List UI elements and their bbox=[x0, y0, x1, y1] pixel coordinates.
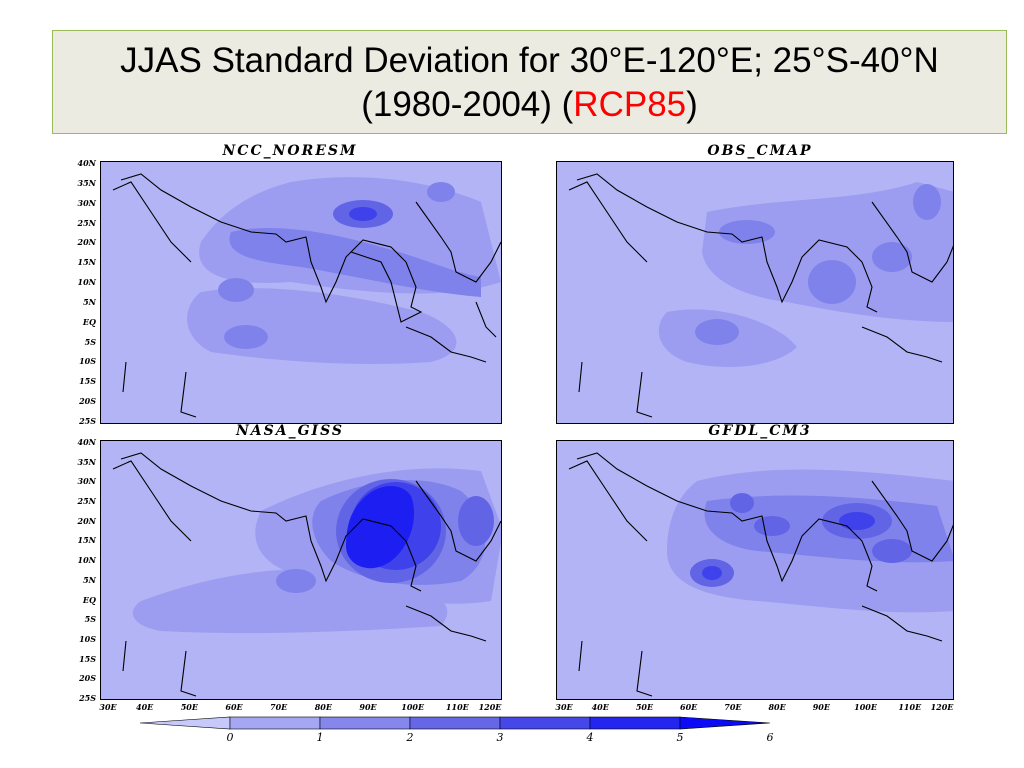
colorbar-tick-label: 1 bbox=[316, 731, 324, 744]
map-ncc-noresm bbox=[100, 161, 502, 424]
lat-label: 15S bbox=[79, 376, 96, 387]
lon-label: 30E bbox=[555, 702, 573, 712]
lat-label: 40N bbox=[77, 437, 96, 447]
lat-label: 25N bbox=[77, 496, 96, 507]
colorbar-tick-label: 4 bbox=[586, 731, 594, 744]
lon-label: 80E bbox=[768, 702, 786, 712]
lat-axis-top: 40N 35N 30N 25N 20N 15N 10N 5N EQ 5S 10S 15S 20S 25S bbox=[60, 158, 96, 428]
lon-label: 110E bbox=[445, 702, 469, 712]
lat-label: 15S bbox=[79, 653, 96, 664]
lon-axis-left: 30E 40E 50E 60E 70E 80E 90E 100E 110E 120E bbox=[99, 702, 502, 714]
colorbar-segment bbox=[679, 716, 771, 730]
lon-label: 30E bbox=[99, 702, 117, 712]
lat-label: 25S bbox=[79, 693, 96, 703]
title-line-2: (1980-2004) (RCP85) bbox=[53, 83, 1006, 127]
panel-title-obs-cmap: OBS_CMAP bbox=[707, 143, 813, 159]
colorbar-tick-label: 3 bbox=[496, 731, 504, 744]
colorbar-tick-label: 5 bbox=[676, 731, 684, 744]
map-gfdl-cm3 bbox=[556, 440, 954, 700]
lat-label: 20S bbox=[79, 673, 96, 684]
lon-label: 100E bbox=[854, 702, 877, 712]
colorbar-segment bbox=[409, 716, 501, 730]
title-line-2-suffix: ) bbox=[686, 85, 698, 124]
colorbar bbox=[140, 716, 771, 730]
lat-label: EQ bbox=[82, 316, 96, 327]
panel-title-nasa-giss: NASA_GISS bbox=[235, 423, 345, 439]
lon-label: 40E bbox=[591, 702, 609, 712]
lat-label: 20N bbox=[77, 237, 96, 248]
lat-label: 10N bbox=[77, 555, 96, 566]
slide-title: JJAS Standard Deviation for 30°E-120°E; … bbox=[52, 30, 1007, 134]
lon-axis-right: 30E 40E 50E 60E 70E 80E 90E 100E 110E 120E bbox=[555, 702, 954, 714]
lat-label: 15N bbox=[77, 535, 96, 546]
lat-label: 35N bbox=[77, 456, 96, 467]
title-line-1: JJAS Standard Deviation for 30°E-120°E; … bbox=[120, 41, 939, 80]
lat-label: 5N bbox=[83, 574, 96, 585]
lon-label: 100E bbox=[401, 702, 425, 712]
lat-label: 20N bbox=[77, 515, 96, 526]
lon-label: 50E bbox=[635, 702, 654, 712]
map-nasa-giss-svg bbox=[101, 441, 501, 699]
colorbar-segment bbox=[319, 716, 411, 730]
title-accent-rcp: RCP85 bbox=[573, 85, 687, 124]
lon-label: 90E bbox=[359, 702, 377, 712]
lat-label: 5N bbox=[83, 296, 96, 307]
title-line-2-prefix: (1980-2004) ( bbox=[361, 85, 574, 124]
lon-label: 60E bbox=[225, 702, 243, 712]
lon-label: 80E bbox=[314, 702, 332, 712]
panel-title-gfdl-cm3: GFDL_CM3 bbox=[708, 423, 812, 439]
map-nasa-giss bbox=[100, 440, 502, 700]
lat-label: EQ bbox=[82, 594, 96, 605]
lon-label: 110E bbox=[898, 702, 922, 712]
lat-label: 20S bbox=[79, 396, 96, 407]
colorbar-tick-label: 6 bbox=[766, 731, 774, 744]
lon-label: 60E bbox=[680, 702, 698, 712]
colorbar-labels: 0 1 2 3 4 5 6 bbox=[140, 731, 870, 747]
lat-label: 25S bbox=[79, 416, 96, 426]
lon-label: 90E bbox=[812, 702, 830, 712]
lon-label: 40E bbox=[136, 702, 154, 712]
lon-label: 50E bbox=[180, 702, 198, 712]
lat-label: 30N bbox=[77, 476, 96, 487]
lat-label: 15N bbox=[77, 257, 96, 268]
lon-label: 70E bbox=[270, 702, 288, 712]
panel-title-ncc-noresm: NCC_NORESM bbox=[222, 143, 358, 159]
lat-label: 25N bbox=[77, 217, 96, 228]
lat-label: 40N bbox=[77, 158, 96, 168]
colorbar-segment bbox=[140, 716, 231, 730]
colorbar-tick-label: 2 bbox=[406, 731, 414, 744]
colorbar-tick-label: 0 bbox=[226, 731, 234, 744]
lat-label: 35N bbox=[77, 177, 96, 188]
colorbar-segment bbox=[499, 716, 591, 730]
lat-label: 10S bbox=[79, 633, 96, 644]
map-obs-cmap bbox=[556, 161, 954, 424]
map-obs-cmap-svg bbox=[557, 162, 953, 423]
lat-label: 30N bbox=[77, 197, 96, 208]
map-ncc-noresm-svg bbox=[101, 162, 501, 423]
map-gfdl-cm3-svg bbox=[557, 441, 953, 699]
lat-label: 10N bbox=[77, 277, 96, 288]
lat-label: 5S bbox=[84, 614, 96, 625]
lat-label: 5S bbox=[84, 336, 96, 347]
lon-label: 120E bbox=[930, 702, 954, 712]
lon-label: 70E bbox=[724, 702, 742, 712]
colorbar-segment bbox=[589, 716, 681, 730]
colorbar-segment bbox=[229, 716, 321, 730]
lon-label: 120E bbox=[478, 702, 502, 712]
lat-label: 10S bbox=[79, 356, 96, 367]
lat-axis-bottom: 40N 35N 30N 25N 20N 15N 10N 5N EQ 5S 10S 15S 20S 25S bbox=[60, 437, 96, 705]
